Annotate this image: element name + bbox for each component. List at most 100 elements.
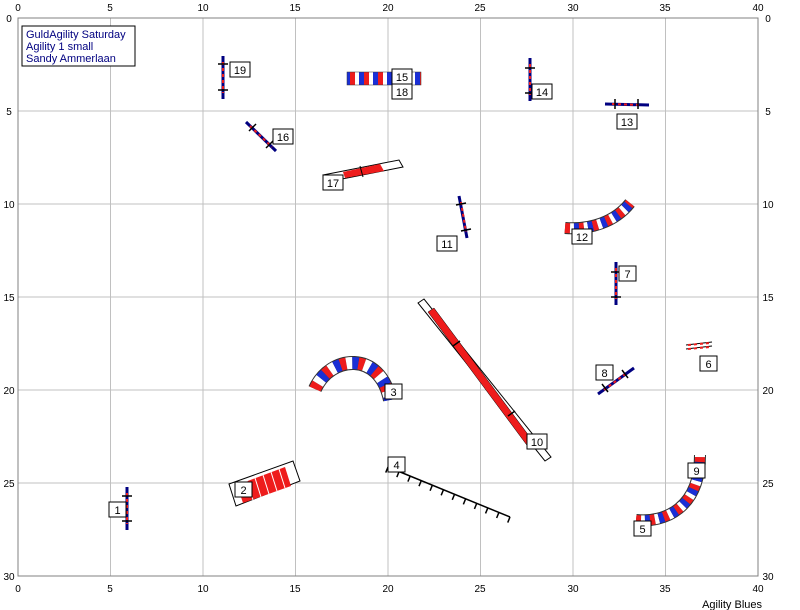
y-tick: 15	[762, 293, 774, 304]
weave-pole	[407, 475, 411, 482]
number-label-4: 4	[387, 456, 406, 473]
x-tick: 10	[197, 584, 209, 595]
ring-border	[17, 17, 759, 577]
obstacle-6-jump	[685, 341, 713, 350]
number-label-6: 6	[699, 355, 718, 372]
weave-pole	[473, 503, 478, 510]
y-tick: 5	[765, 107, 771, 118]
svg-text:15: 15	[396, 72, 408, 84]
y-tick: 10	[762, 200, 774, 211]
y-tick: 10	[3, 200, 15, 211]
svg-text:2: 2	[240, 485, 246, 497]
y-axis-right: 0 5 10 15 20 25 30	[762, 14, 774, 583]
x-tick: 35	[659, 584, 671, 595]
number-label-15: 15	[391, 68, 413, 85]
obstacle-4-weave	[385, 466, 511, 523]
course-info-box: GuldAgility Saturday Agility 1 small San…	[21, 25, 136, 67]
obstacle-number-labels: 1 2 3 4 5 6 7 8 9 10 11 12 13 14 15 16 1…	[108, 61, 718, 537]
svg-text:17: 17	[327, 178, 339, 190]
x-tick: 10	[197, 3, 209, 14]
x-tick: 20	[382, 584, 394, 595]
obstacle-8-jump	[597, 366, 635, 396]
number-label-11: 11	[436, 235, 458, 252]
number-label-14: 14	[531, 83, 553, 100]
x-tick: 30	[567, 3, 579, 14]
x-tick: 40	[752, 3, 764, 14]
svg-text:11: 11	[441, 239, 452, 251]
number-label-16: 16	[272, 128, 294, 145]
svg-text:13: 13	[621, 117, 633, 129]
y-tick: 25	[762, 479, 774, 490]
svg-text:4: 4	[393, 460, 399, 472]
weave-pole	[484, 507, 489, 514]
svg-text:9: 9	[693, 466, 699, 478]
svg-text:18: 18	[396, 87, 408, 99]
x-tick: 0	[15, 3, 21, 14]
svg-text:12: 12	[576, 232, 588, 244]
weave-pole	[418, 480, 422, 487]
svg-text:7: 7	[624, 269, 630, 281]
x-tick: 40	[752, 584, 764, 595]
x-tick: 15	[289, 3, 301, 14]
y-tick: 30	[3, 572, 15, 583]
class-name: Agility 1 small	[26, 41, 93, 53]
x-tick: 15	[289, 584, 301, 595]
number-label-12: 12	[571, 228, 593, 245]
svg-text:14: 14	[536, 87, 548, 99]
x-tick: 0	[15, 584, 21, 595]
number-label-3: 3	[384, 383, 403, 400]
ring-grid	[18, 18, 758, 576]
svg-text:6: 6	[705, 359, 711, 371]
obstacle-19-jump	[218, 56, 228, 99]
y-axis-left: 0 5 10 15 20 25 30	[3, 14, 15, 583]
x-tick: 35	[659, 3, 671, 14]
number-label-1: 1	[108, 501, 127, 518]
y-tick: 30	[762, 572, 774, 583]
weave-pole	[495, 512, 500, 519]
number-label-13: 13	[616, 113, 638, 130]
y-tick: 20	[762, 386, 774, 397]
number-label-10: 10	[526, 433, 548, 450]
y-tick: 0	[6, 14, 12, 25]
number-label-9: 9	[687, 462, 706, 479]
obstacle-3-tunnel	[308, 356, 397, 402]
x-axis-bottom: 0 5 10 15 20 25 30 35 40	[15, 584, 764, 595]
y-tick: 20	[3, 386, 15, 397]
weave-pole	[440, 489, 445, 496]
obstacle-12-tunnel	[564, 199, 635, 235]
obstacle-11-jump	[455, 195, 472, 239]
number-label-5: 5	[633, 520, 652, 537]
x-tick: 20	[382, 3, 394, 14]
x-tick: 30	[567, 584, 579, 595]
weave-pole	[451, 493, 456, 501]
svg-text:19: 19	[234, 65, 246, 77]
obstacle-7-jump	[611, 262, 621, 305]
weave-pole	[462, 498, 467, 505]
y-tick: 5	[6, 107, 12, 118]
obstacle-10-dogwalk	[417, 298, 552, 462]
brand-label: Agility Blues	[702, 599, 762, 610]
number-label-7: 7	[618, 265, 637, 282]
svg-text:3: 3	[390, 387, 396, 399]
svg-text:10: 10	[531, 437, 543, 449]
obstacle-13-jump	[604, 99, 650, 109]
number-label-17: 17	[322, 174, 344, 191]
y-tick: 0	[765, 14, 771, 25]
svg-text:8: 8	[601, 368, 607, 380]
weave-pole	[429, 484, 434, 492]
number-label-19: 19	[229, 61, 251, 78]
x-tick: 5	[107, 584, 113, 595]
svg-text:16: 16	[277, 132, 289, 144]
number-label-8: 8	[595, 364, 614, 381]
y-tick: 25	[3, 479, 15, 490]
svg-text:5: 5	[639, 524, 645, 536]
obstacle-16-jump	[244, 120, 278, 153]
y-tick: 15	[3, 293, 15, 304]
event-name: GuldAgility Saturday	[26, 29, 126, 41]
judge-name: Sandy Ammerlaan	[26, 53, 116, 65]
weave-pole	[507, 516, 511, 523]
obstacle-1-jump	[122, 487, 132, 530]
number-label-2: 2	[234, 481, 253, 498]
x-axis-top: 0 5 10 15 20 25 30 35 40	[15, 3, 764, 14]
